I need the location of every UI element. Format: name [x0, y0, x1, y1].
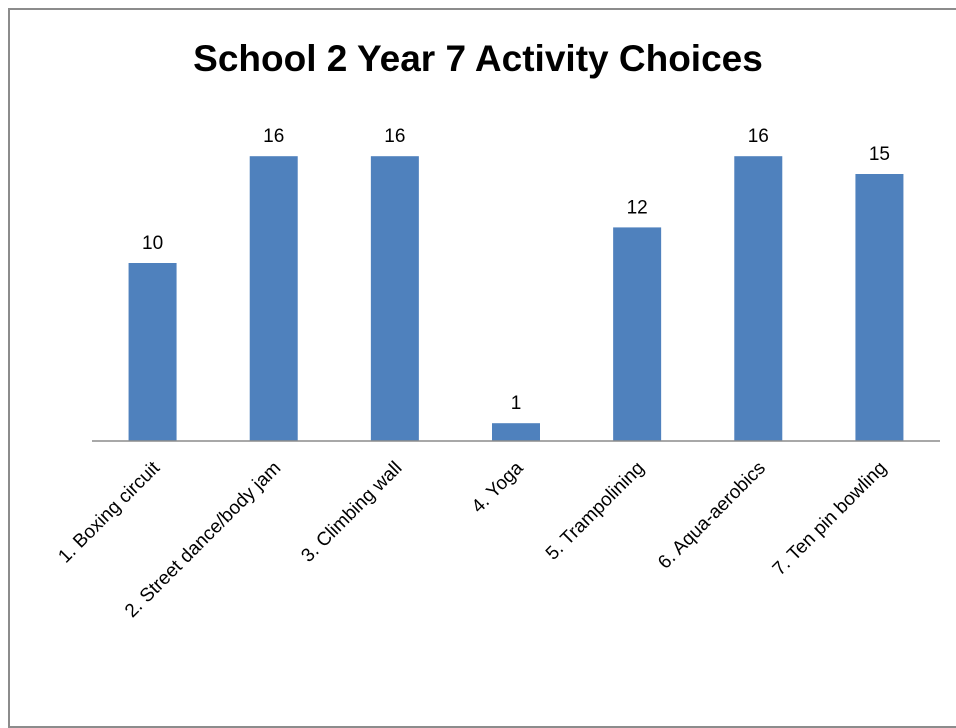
x-tick-label-4: 4. Yoga [468, 457, 528, 517]
data-label-1: 10 [142, 233, 163, 254]
data-label-4: 1 [511, 393, 522, 414]
bar-7 [855, 174, 904, 441]
x-tick-label-5: 5. Trampolining [542, 458, 649, 565]
bar-4 [492, 423, 540, 441]
chart-title: School 2 Year 7 Activity Choices [193, 38, 763, 79]
data-label-6: 16 [748, 126, 769, 147]
x-tick-label-3: 3. Climbing wall [297, 458, 406, 567]
bar-3 [370, 156, 419, 441]
bars-group [128, 156, 904, 441]
bar-1 [128, 263, 177, 441]
data-label-2: 16 [263, 126, 284, 147]
x-tick-label-1: 1. Boxing circuit [54, 457, 164, 567]
bar-6 [734, 156, 783, 441]
bar-2 [249, 156, 298, 441]
x-tick-label-7: 7. Ten pin bowling [769, 458, 891, 580]
data-labels-group: 10 16 16 1 12 16 15 [142, 126, 890, 414]
data-label-3: 16 [384, 126, 405, 147]
bar-5 [613, 227, 662, 441]
x-tick-label-6: 6. Aqua-aerobics [654, 458, 770, 574]
data-label-5: 12 [627, 197, 648, 218]
data-label-7: 15 [869, 144, 890, 165]
